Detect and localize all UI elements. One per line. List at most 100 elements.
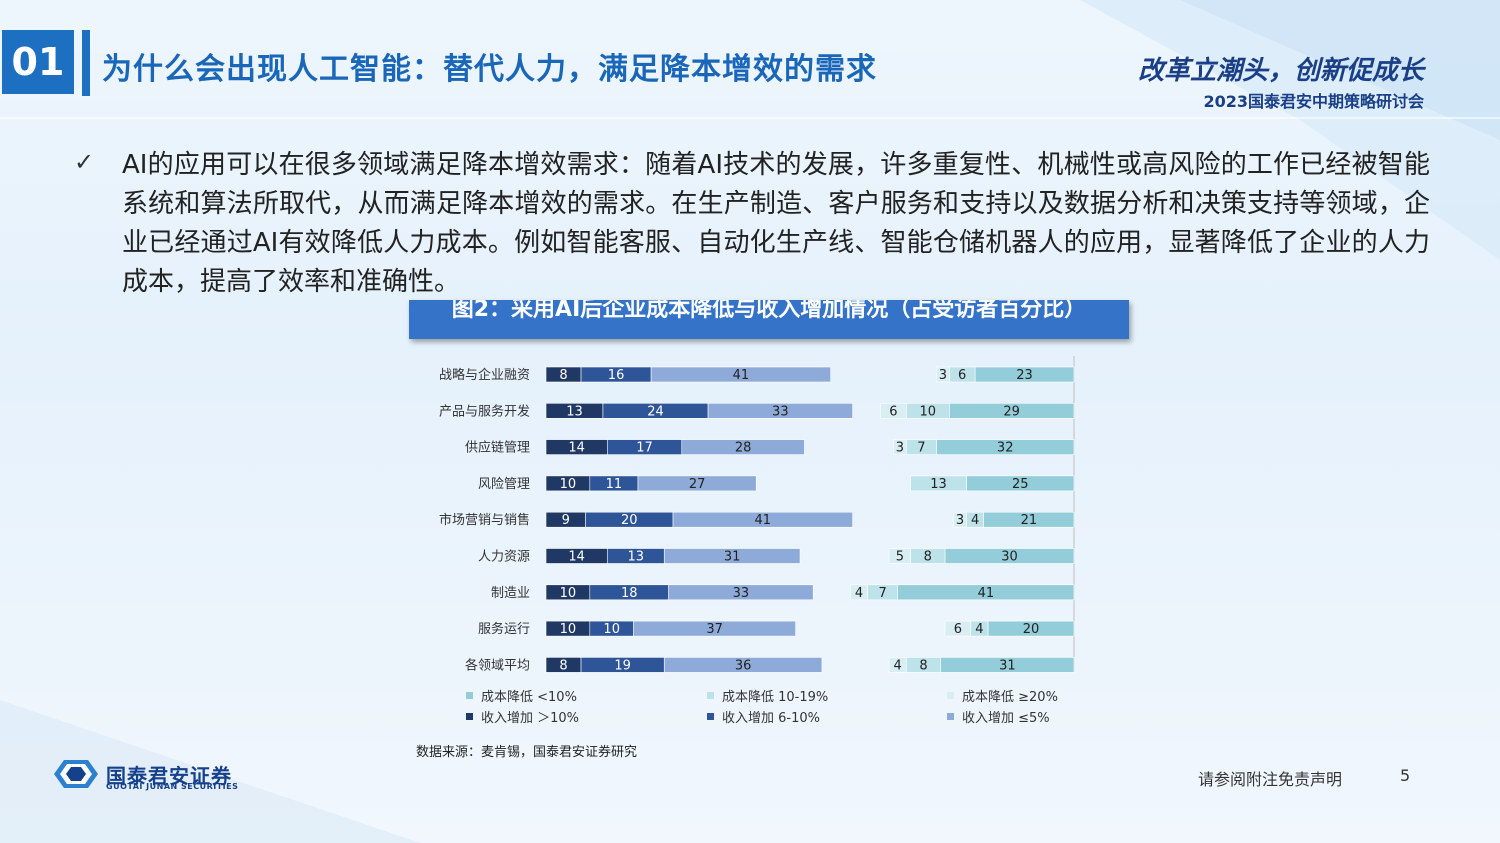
- legend-item: 收入增加 6-10%: [707, 707, 820, 726]
- cost-value-label: 21: [1021, 513, 1038, 528]
- revenue-value-label: 20: [621, 513, 638, 528]
- cost-value-label: 13: [930, 477, 947, 492]
- cost-value-label: 32: [997, 441, 1014, 456]
- cost-value-label: 20: [1023, 622, 1040, 637]
- revenue-value-label: 10: [560, 622, 577, 637]
- cost-value-label: 8: [924, 550, 932, 565]
- cost-value-label: 31: [999, 658, 1016, 673]
- title-accent-bar: [82, 30, 90, 96]
- revenue-value-label: 41: [733, 368, 750, 383]
- revenue-bar-segment: [707, 402, 853, 419]
- cost-bar-segment: [893, 439, 907, 455]
- revenue-value-label: 16: [608, 368, 625, 383]
- chart-title-box: 图2：采用AI后企业成本降低与收入增加情况（占受访者百分比）: [409, 300, 1129, 339]
- cost-bar-segment: [936, 366, 950, 383]
- revenue-value-label: 33: [733, 586, 750, 601]
- revenue-value-label: 9: [562, 513, 570, 528]
- revenue-value-label: 33: [772, 404, 789, 419]
- legend-swatch: [466, 692, 473, 699]
- category-label: 人力资源: [478, 550, 530, 565]
- category-label: 制造业: [491, 586, 530, 601]
- revenue-bar-segment: [668, 584, 814, 601]
- revenue-value-label: 14: [568, 441, 585, 456]
- revenue-value-label: 13: [566, 404, 583, 419]
- page-title: 为什么会出现人工智能：替代人力，满足降本增效的需求: [102, 52, 877, 87]
- cost-value-label: 4: [971, 513, 979, 528]
- legend-label: 收入增加 ＞10%: [481, 711, 580, 726]
- legend-item: 收入增加 ＞10%: [466, 707, 579, 726]
- logo-chinese-text: 国泰君安证券: [106, 764, 232, 788]
- cost-value-label: 10: [920, 404, 937, 419]
- legend-swatch: [947, 692, 954, 699]
- cost-bar-segment: [888, 657, 907, 673]
- legend-swatch: [707, 713, 714, 720]
- cost-value-label: 8: [919, 658, 927, 673]
- revenue-value-label: 36: [735, 658, 752, 673]
- disclaimer-link[interactable]: 请参阅附注免责声明: [1198, 770, 1343, 789]
- data-source: 数据来源：麦肯锡，国泰君安证券研究: [416, 745, 638, 760]
- cost-value-label: 3: [956, 513, 964, 528]
- revenue-value-label: 37: [706, 622, 723, 637]
- revenue-bar-segment: [663, 657, 823, 673]
- revenue-value-label: 17: [636, 441, 653, 456]
- legend-item: 收入增加 ≤5%: [947, 707, 1050, 726]
- revenue-value-label: 8: [559, 368, 567, 383]
- revenue-bar-segment: [681, 439, 805, 455]
- category-label: 风险管理: [478, 477, 530, 492]
- page-number: 5: [1400, 766, 1411, 785]
- category-label: 服务运行: [478, 621, 530, 637]
- cost-bar-segment: [888, 548, 911, 564]
- revenue-value-label: 41: [755, 513, 772, 528]
- cost-value-label: 6: [954, 622, 962, 637]
- revenue-value-label: 10: [560, 477, 577, 492]
- conference-slogan: 改革立潮头，创新促成长: [1137, 56, 1424, 86]
- revenue-value-label: 27: [689, 477, 706, 492]
- revenue-bar-segment: [663, 548, 801, 564]
- cost-value-label: 7: [917, 441, 925, 456]
- cost-value-label: 7: [879, 586, 887, 601]
- conference-name: 2023国泰君安中期策略研讨会: [1203, 92, 1424, 111]
- guotai-junan-logo-icon: [54, 760, 98, 788]
- cost-value-label: 4: [894, 658, 902, 673]
- logo-english-text: GUOTAI JUNAN SECURITIES: [106, 782, 239, 791]
- revenue-value-label: 24: [647, 404, 664, 419]
- revenue-bar-segment: [633, 620, 796, 637]
- revenue-value-label: 11: [606, 477, 623, 492]
- legend-label: 成本降低 10-19%: [722, 690, 829, 705]
- cost-bar-segment: [953, 511, 967, 528]
- cost-bar-segment: [850, 584, 868, 601]
- body-paragraph: AI的应用可以在很多领域满足降本增效需求：随着AI技术的发展，许多重复性、机械性…: [122, 150, 1430, 297]
- revenue-value-label: 18: [621, 586, 638, 601]
- cost-value-label: 29: [1003, 404, 1020, 419]
- revenue-value-label: 8: [559, 658, 567, 673]
- legend-swatch: [707, 692, 714, 699]
- category-label: 战略与企业融资: [439, 367, 530, 383]
- cost-value-label: 23: [1016, 368, 1033, 383]
- legend-item: 成本降低 ≥20%: [947, 686, 1058, 705]
- legend-item: 成本降低 <10%: [466, 686, 577, 705]
- legend-label: 成本降低 ≥20%: [962, 690, 1058, 705]
- category-label: 各领域平均: [465, 657, 530, 673]
- cost-bar-segment: [910, 475, 967, 492]
- cost-value-label: 30: [1001, 550, 1018, 565]
- cost-value-label: 6: [889, 404, 897, 419]
- revenue-bar-segment: [650, 366, 831, 383]
- revenue-value-label: 19: [614, 658, 631, 673]
- cost-value-label: 4: [975, 622, 983, 637]
- checkmark-icon: ✓: [74, 148, 95, 176]
- revenue-value-label: 31: [724, 550, 741, 565]
- category-label: 市场营销与销售: [439, 512, 530, 528]
- cost-value-label: 41: [978, 586, 995, 601]
- cost-value-label: 4: [855, 586, 863, 601]
- cost-bar-segment: [880, 402, 907, 419]
- revenue-value-label: 10: [560, 586, 577, 601]
- revenue-value-label: 14: [568, 550, 585, 565]
- section-number-badge: 01: [2, 30, 74, 94]
- cost-value-label: 3: [939, 368, 947, 383]
- cost-value-label: 3: [896, 441, 904, 456]
- chart-title: 图2：采用AI后企业成本降低与收入增加情况（占受访者百分比）: [451, 300, 1087, 322]
- legend-item: 成本降低 10-19%: [707, 686, 828, 705]
- revenue-value-label: 28: [735, 441, 752, 456]
